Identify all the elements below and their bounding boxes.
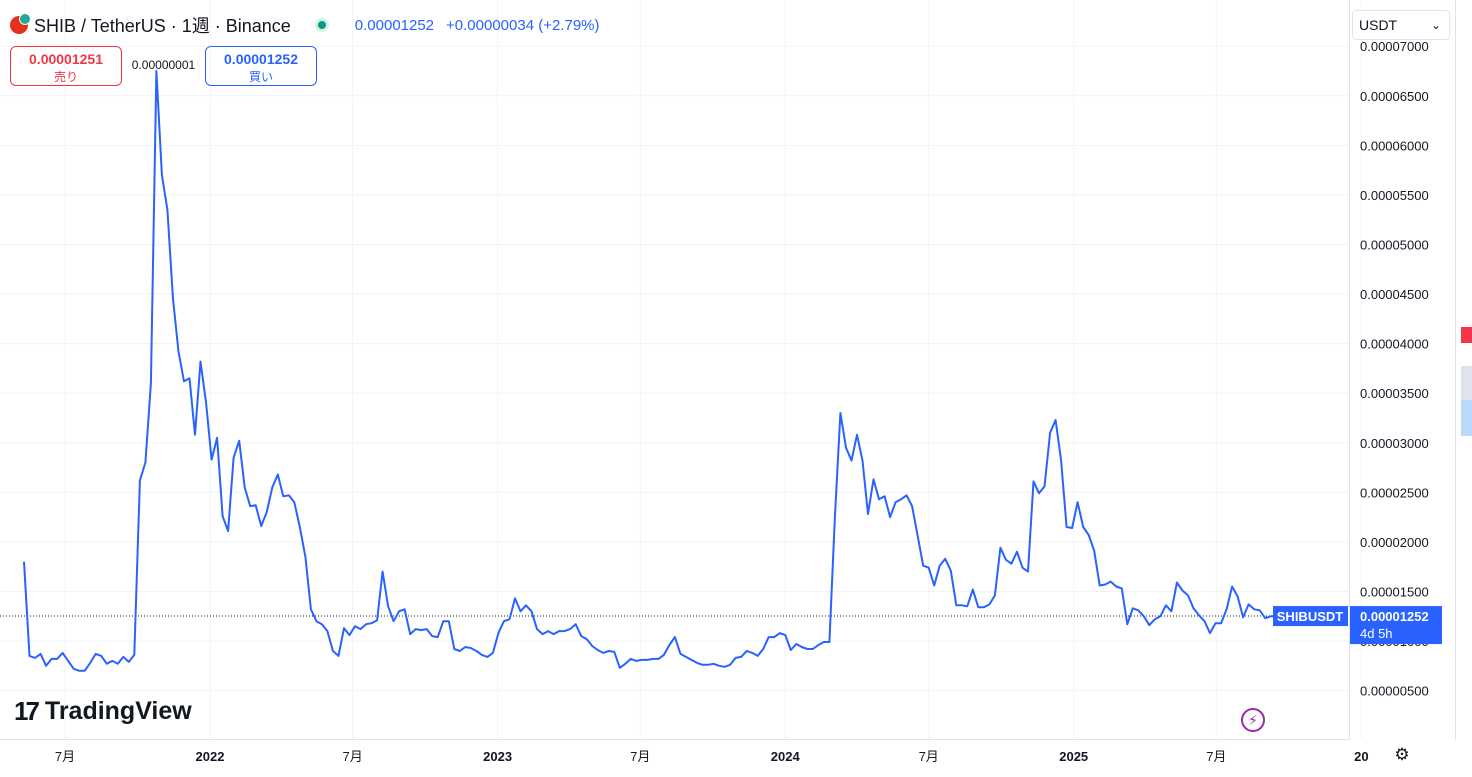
header-change: +0.00000034 (+2.79%)	[446, 16, 600, 34]
spread-value: 0.00000001	[131, 58, 196, 72]
horizontal-gridlines	[0, 45, 1350, 692]
side-marker-red	[1461, 327, 1472, 343]
sell-price: 0.00001251	[29, 51, 103, 67]
last-price-tag-value: 0.00001252	[1360, 609, 1429, 624]
side-marker-gray	[1461, 366, 1472, 400]
currency-select-value: USDT	[1359, 17, 1398, 33]
tradingview-logo[interactable]: 17 TradingView	[14, 696, 192, 727]
price-axis-tick-label: 0.00006000	[1360, 138, 1429, 153]
time-axis-tick-label: 2022	[196, 749, 225, 764]
time-axis-labels: 7月 2022 7月 2023 7月 2024 7月 2025 7月 20	[55, 749, 1369, 764]
price-axis-tick-label: 0.00007000	[1360, 39, 1429, 54]
lightning-icon[interactable]: ⚡	[1241, 708, 1265, 732]
logo-text: TradingView	[44, 697, 192, 725]
buy-price: 0.00001252	[224, 51, 298, 67]
last-price-tag: 0.00001252 4d 5h	[1350, 606, 1442, 645]
last-price-tag-bg	[1350, 606, 1442, 645]
price-axis-tick-label: 0.00003500	[1360, 386, 1429, 401]
chevron-down-icon: ⌄	[1430, 18, 1441, 32]
time-axis-tick-label: 7月	[343, 749, 363, 764]
price-axis-labels: 0.000005000.000010000.000015000.00002000…	[1360, 39, 1429, 698]
time-axis-tick-label: 7月	[630, 749, 650, 764]
time-axis-tick-label: 2025	[1059, 749, 1088, 764]
price-axis-tick-label: 0.00005500	[1360, 188, 1429, 203]
price-axis-tick-label: 0.00004500	[1360, 287, 1429, 302]
currency-select[interactable]: USDT ⌄	[1352, 10, 1450, 40]
price-axis-tick-label: 0.00001500	[1360, 584, 1429, 599]
symbol-title[interactable]: SHIB / TetherUS · 1週 · Binance	[34, 16, 291, 36]
price-axis-tick-label: 0.00006500	[1360, 89, 1429, 104]
symbol-tag-bg	[1273, 606, 1348, 627]
gear-icon[interactable]: ⚙	[1394, 745, 1410, 764]
shib-coin-icon	[10, 13, 31, 34]
price-axis-tick-label: 0.00002500	[1360, 485, 1429, 500]
symbol-header: SHIB / TetherUS · 1週 · Binance 0.0000125…	[10, 12, 600, 38]
symbol-tag-label: SHIBUSDT	[1277, 609, 1344, 624]
time-axis-tick-label: 7月	[919, 749, 939, 764]
symbol-tag: SHIBUSDT	[1273, 606, 1348, 627]
time-axis-tick-label: 7月	[1206, 749, 1226, 764]
buy-label: 買い	[248, 70, 273, 84]
buy-button[interactable]: 0.00001252 買い	[205, 46, 317, 86]
header-price: 0.00001252	[354, 16, 435, 34]
time-axis-tick-label: 2023	[483, 749, 512, 764]
price-axis-tick-label: 0.00005000	[1360, 237, 1429, 252]
time-axis-tick-label: 20	[1354, 749, 1368, 764]
sell-button[interactable]: 0.00001251 売り	[10, 46, 122, 86]
series-line-shibusdt	[23, 70, 1277, 672]
price-axis-tick-label: 0.00004000	[1360, 337, 1429, 352]
price-axis-tick-label: 0.00000500	[1360, 684, 1429, 699]
sell-label: 売り	[53, 70, 78, 84]
market-status-icon[interactable]	[314, 18, 329, 32]
price-axis-tick-label: 0.00002000	[1360, 535, 1429, 550]
bar-countdown: 4d 5h	[1360, 626, 1393, 641]
tradingview-mark-icon: 17	[14, 696, 40, 726]
time-axis-tick-label: 7月	[55, 749, 75, 764]
price-axis-tick-label: 0.00003000	[1360, 436, 1429, 451]
side-marker-blue	[1461, 400, 1472, 436]
time-axis-tick-label: 2024	[771, 749, 801, 764]
vertical-gridlines	[64, 0, 1362, 739]
